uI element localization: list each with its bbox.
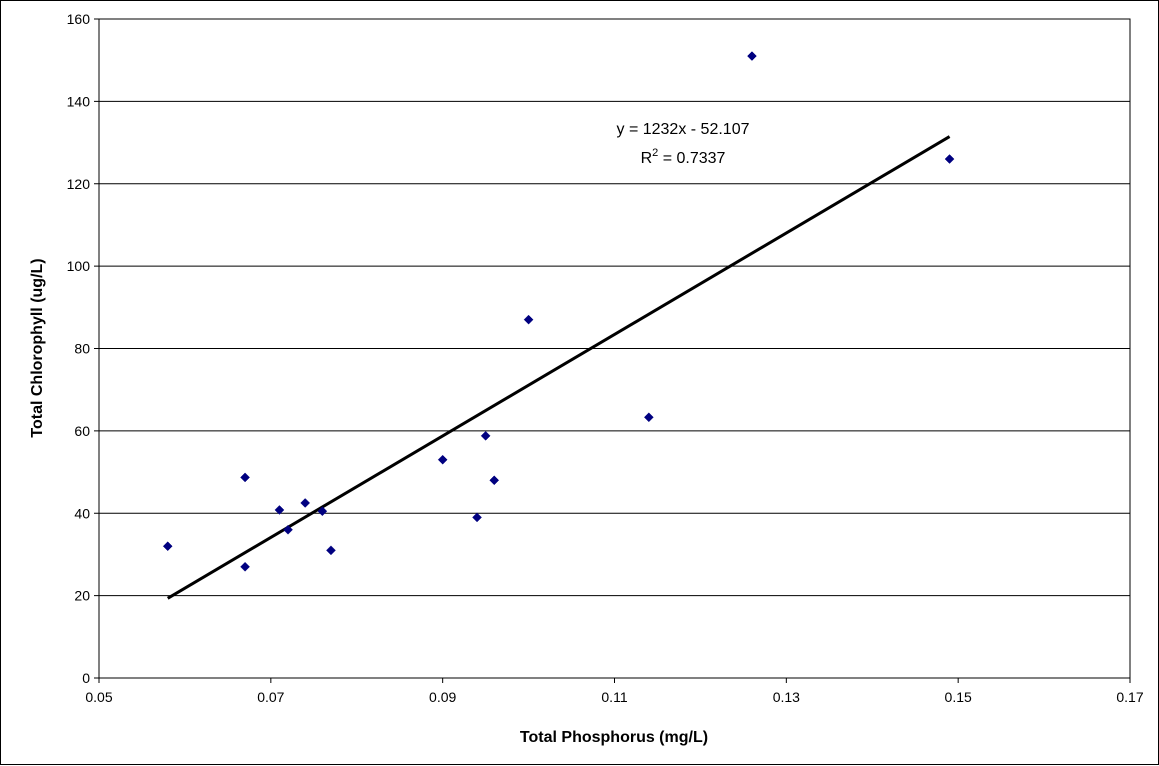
y-tick-label: 80 bbox=[74, 341, 90, 357]
x-tick-label: 0.05 bbox=[85, 689, 112, 705]
data-point bbox=[481, 431, 490, 440]
y-axis-title: Total Chlorophyll (ug/L) bbox=[29, 258, 46, 437]
r-squared-label: R2 = 0.7337 bbox=[641, 147, 726, 167]
y-tick-label: 120 bbox=[67, 176, 91, 192]
y-tick-label: 60 bbox=[74, 423, 90, 439]
gridlines bbox=[99, 19, 1130, 596]
data-point bbox=[438, 455, 447, 464]
x-tick-label: 0.09 bbox=[429, 689, 456, 705]
tick-labels: 0 20 40 60 80 100 120 140 160 0.05 0.07 0.09 0.11 0.1… bbox=[67, 11, 1144, 705]
x-axis-title: Total Phosphorus (mg/L) bbox=[520, 729, 708, 746]
data-point bbox=[644, 413, 653, 422]
x-tick-label: 0.11 bbox=[601, 689, 627, 705]
data-point bbox=[490, 476, 499, 485]
trendline-equation: y = 1232x - 52.107 bbox=[617, 121, 750, 138]
data-point bbox=[241, 473, 250, 482]
x-tick-label: 0.15 bbox=[945, 689, 972, 705]
x-tick-label: 0.13 bbox=[773, 689, 800, 705]
data-point bbox=[524, 315, 533, 324]
data-point bbox=[301, 498, 310, 507]
r-squared-value: = 0.7337 bbox=[658, 150, 725, 167]
data-point bbox=[163, 542, 172, 551]
y-tick-label: 100 bbox=[67, 258, 91, 274]
data-point bbox=[473, 513, 482, 522]
x-tick-label: 0.07 bbox=[257, 689, 284, 705]
data-point bbox=[747, 52, 756, 61]
data-point bbox=[241, 562, 250, 571]
data-points bbox=[163, 52, 954, 572]
y-tick-label: 0 bbox=[82, 670, 90, 686]
data-point bbox=[945, 155, 954, 164]
axes bbox=[94, 19, 1130, 683]
y-tick-label: 20 bbox=[74, 588, 90, 604]
y-tick-label: 40 bbox=[74, 505, 90, 521]
data-point bbox=[326, 546, 335, 555]
x-tick-label: 0.17 bbox=[1116, 689, 1143, 705]
r-squared-prefix: R bbox=[641, 150, 653, 167]
y-tick-label: 160 bbox=[67, 11, 91, 27]
y-tick-label: 140 bbox=[67, 93, 91, 109]
